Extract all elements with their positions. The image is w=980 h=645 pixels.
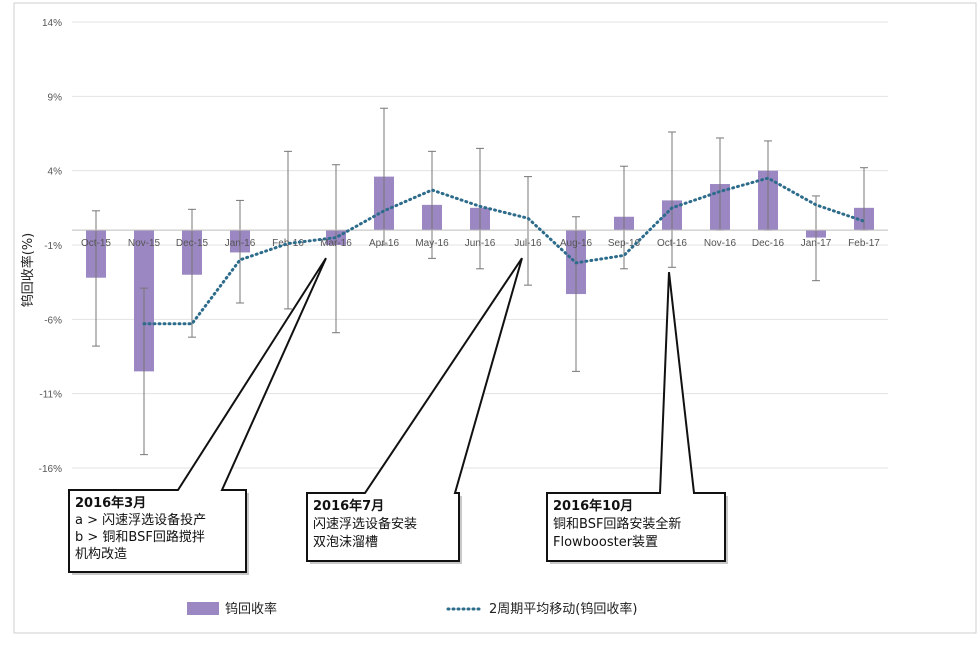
callout-text: b > 铜和BSF回路搅拌 bbox=[75, 529, 205, 545]
moving-average-path bbox=[142, 176, 866, 326]
callout-text: 机构改造 bbox=[75, 547, 127, 562]
error-bar bbox=[428, 150, 436, 259]
callout-box bbox=[546, 272, 726, 562]
callout-text: Flowbooster装置 bbox=[553, 535, 658, 550]
x-category-label: Sep-16 bbox=[608, 238, 641, 249]
callout-box bbox=[306, 257, 523, 562]
legend-bar-label: 钨回收率 bbox=[225, 601, 277, 617]
callout-title: 2016年3月 bbox=[75, 495, 146, 511]
error-bar bbox=[332, 164, 340, 334]
x-category-label: Feb-17 bbox=[848, 238, 880, 249]
error-bar bbox=[92, 210, 100, 347]
x-category-label: Jun-16 bbox=[465, 238, 496, 249]
x-category-label: Oct-16 bbox=[657, 238, 687, 249]
y-axis-ticks: 14% 9% 4% -1% -6% -11% -16% bbox=[39, 18, 62, 475]
callout-text: a > 闪速浮选设备投产 bbox=[75, 512, 206, 528]
error-bar bbox=[572, 216, 580, 372]
callout-text: 闪速浮选设备安装 bbox=[313, 516, 417, 532]
error-bars bbox=[92, 107, 868, 456]
callout-text: 铜和BSF回路安装全新 bbox=[553, 516, 681, 532]
y-tick-label: 9% bbox=[48, 92, 63, 103]
error-bar bbox=[812, 195, 820, 282]
moving-average-line bbox=[142, 176, 866, 326]
error-bar bbox=[140, 287, 148, 456]
y-tick-label: 4% bbox=[48, 167, 63, 178]
x-category-label: Dec-16 bbox=[752, 238, 785, 249]
legend-line-label: 2周期平均移动(钨回收率) bbox=[489, 601, 637, 617]
error-bar bbox=[668, 131, 676, 268]
x-category-label: Nov-16 bbox=[704, 238, 737, 249]
x-category-label: Jul-16 bbox=[514, 238, 542, 249]
x-category-label: Mar-16 bbox=[320, 238, 352, 249]
legend-bar-swatch bbox=[187, 602, 219, 615]
y-tick-label: -11% bbox=[39, 390, 62, 401]
y-axis-label: 钨回收率(%) bbox=[20, 233, 36, 308]
x-category-label: Jan-16 bbox=[225, 238, 256, 249]
category-labels: Oct-15 Nov-15 Dec-15 Jan-16 Feb-16 Mar-16 Apr-… bbox=[81, 238, 880, 249]
x-category-label: Aug-16 bbox=[560, 238, 593, 249]
error-bar bbox=[620, 165, 628, 270]
y-tick-label: -16% bbox=[39, 464, 62, 475]
x-category-label: Nov-15 bbox=[128, 238, 161, 249]
error-bar bbox=[236, 199, 244, 304]
y-tick-label: -6% bbox=[44, 315, 62, 326]
x-category-label: Jan-17 bbox=[801, 238, 832, 249]
x-category-label: Apr-16 bbox=[369, 238, 399, 249]
callout-title: 2016年7月 bbox=[313, 498, 384, 514]
error-bar bbox=[476, 147, 484, 270]
x-category-label: May-16 bbox=[415, 238, 449, 249]
y-tick-label: -1% bbox=[44, 241, 62, 252]
y-tick-label: 14% bbox=[42, 18, 62, 29]
callout-title: 2016年10月 bbox=[553, 498, 633, 514]
x-category-label: Oct-15 bbox=[81, 238, 111, 249]
error-bar bbox=[524, 176, 532, 286]
legend: 钨回收率 2周期平均移动(钨回收率) bbox=[187, 601, 637, 617]
callout-box bbox=[68, 257, 327, 573]
x-category-label: Dec-15 bbox=[176, 238, 209, 249]
error-bar bbox=[380, 107, 388, 246]
callout-text: 双泡沫溜槽 bbox=[313, 535, 378, 550]
